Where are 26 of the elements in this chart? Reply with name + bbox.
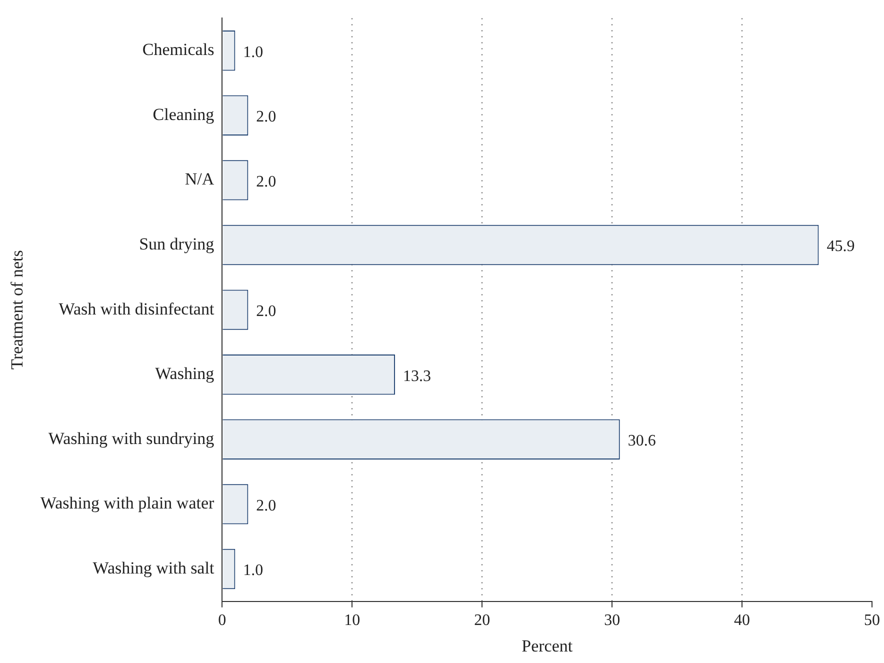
data-label: 45.9 xyxy=(826,238,855,256)
data-label: 2.0 xyxy=(256,173,276,190)
x-tick-label: 40 xyxy=(734,612,750,630)
y-tick-label: Wash with disinfectant xyxy=(58,299,214,318)
data-label: 1.0 xyxy=(243,44,264,61)
x-tick-label: 30 xyxy=(604,612,620,630)
y-tick-label: Sun drying xyxy=(139,234,215,254)
x-axis-title: Percent xyxy=(522,636,573,656)
data-label: 13.3 xyxy=(403,368,432,385)
y-axis-title: Treatment of nets xyxy=(8,250,27,370)
x-tick-label: 20 xyxy=(474,612,490,630)
y-tick-label: Cleaning xyxy=(152,104,215,124)
data-label: 30.6 xyxy=(628,432,656,450)
y-tick-label: N/A xyxy=(184,170,215,189)
data-label: 2.0 xyxy=(256,497,276,514)
x-tick-label: 50 xyxy=(864,612,880,630)
y-tick-label: Chemicals xyxy=(142,40,214,60)
x-tick-label: 0 xyxy=(218,612,226,630)
y-tick-label: Washing with sundrying xyxy=(48,428,215,448)
y-tick-label: Washing xyxy=(155,364,215,384)
data-label: 2.0 xyxy=(256,303,276,320)
data-label: 1.0 xyxy=(243,562,264,580)
x-tick-label: 10 xyxy=(344,612,360,630)
y-tick-label: Washing with plain water xyxy=(40,494,215,513)
y-tick-label: Washing with salt xyxy=(92,558,214,578)
data-label: 2.0 xyxy=(256,108,276,126)
